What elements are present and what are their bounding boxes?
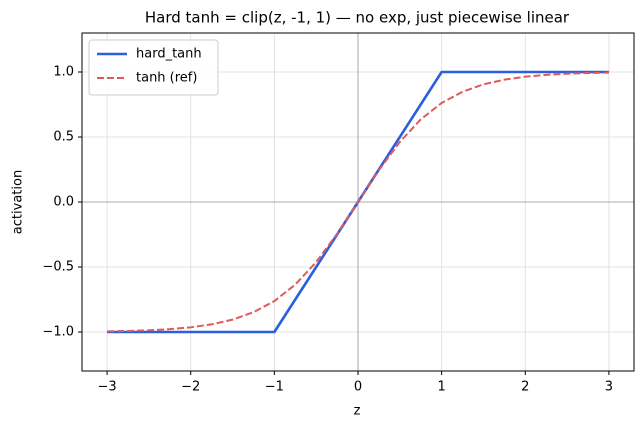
x-tick-label: −3 [98, 380, 117, 395]
x-axis-label: z [354, 404, 361, 419]
x-tick-label: 3 [605, 380, 613, 395]
legend-label: tanh (ref) [136, 71, 197, 86]
x-tick-label: 0 [354, 380, 362, 395]
chart-title: Hard tanh = clip(z, -1, 1) — no exp, jus… [145, 9, 570, 27]
y-tick-label: 0.0 [53, 195, 74, 210]
x-tick-label: 2 [521, 380, 529, 395]
legend-label: hard_tanh [136, 47, 202, 62]
y-tick-label: −1.0 [42, 325, 74, 340]
y-tick-label: −0.5 [42, 260, 74, 275]
x-tick-label: −1 [265, 380, 284, 395]
y-tick-label: 1.0 [53, 65, 74, 80]
plot-frame [81, 32, 635, 372]
x-tick-label: 1 [437, 380, 445, 395]
x-tick-label: −2 [181, 380, 200, 395]
y-axis-label: activation [11, 170, 26, 234]
series-line [107, 71, 609, 333]
y-tick-label: 0.5 [53, 130, 74, 145]
